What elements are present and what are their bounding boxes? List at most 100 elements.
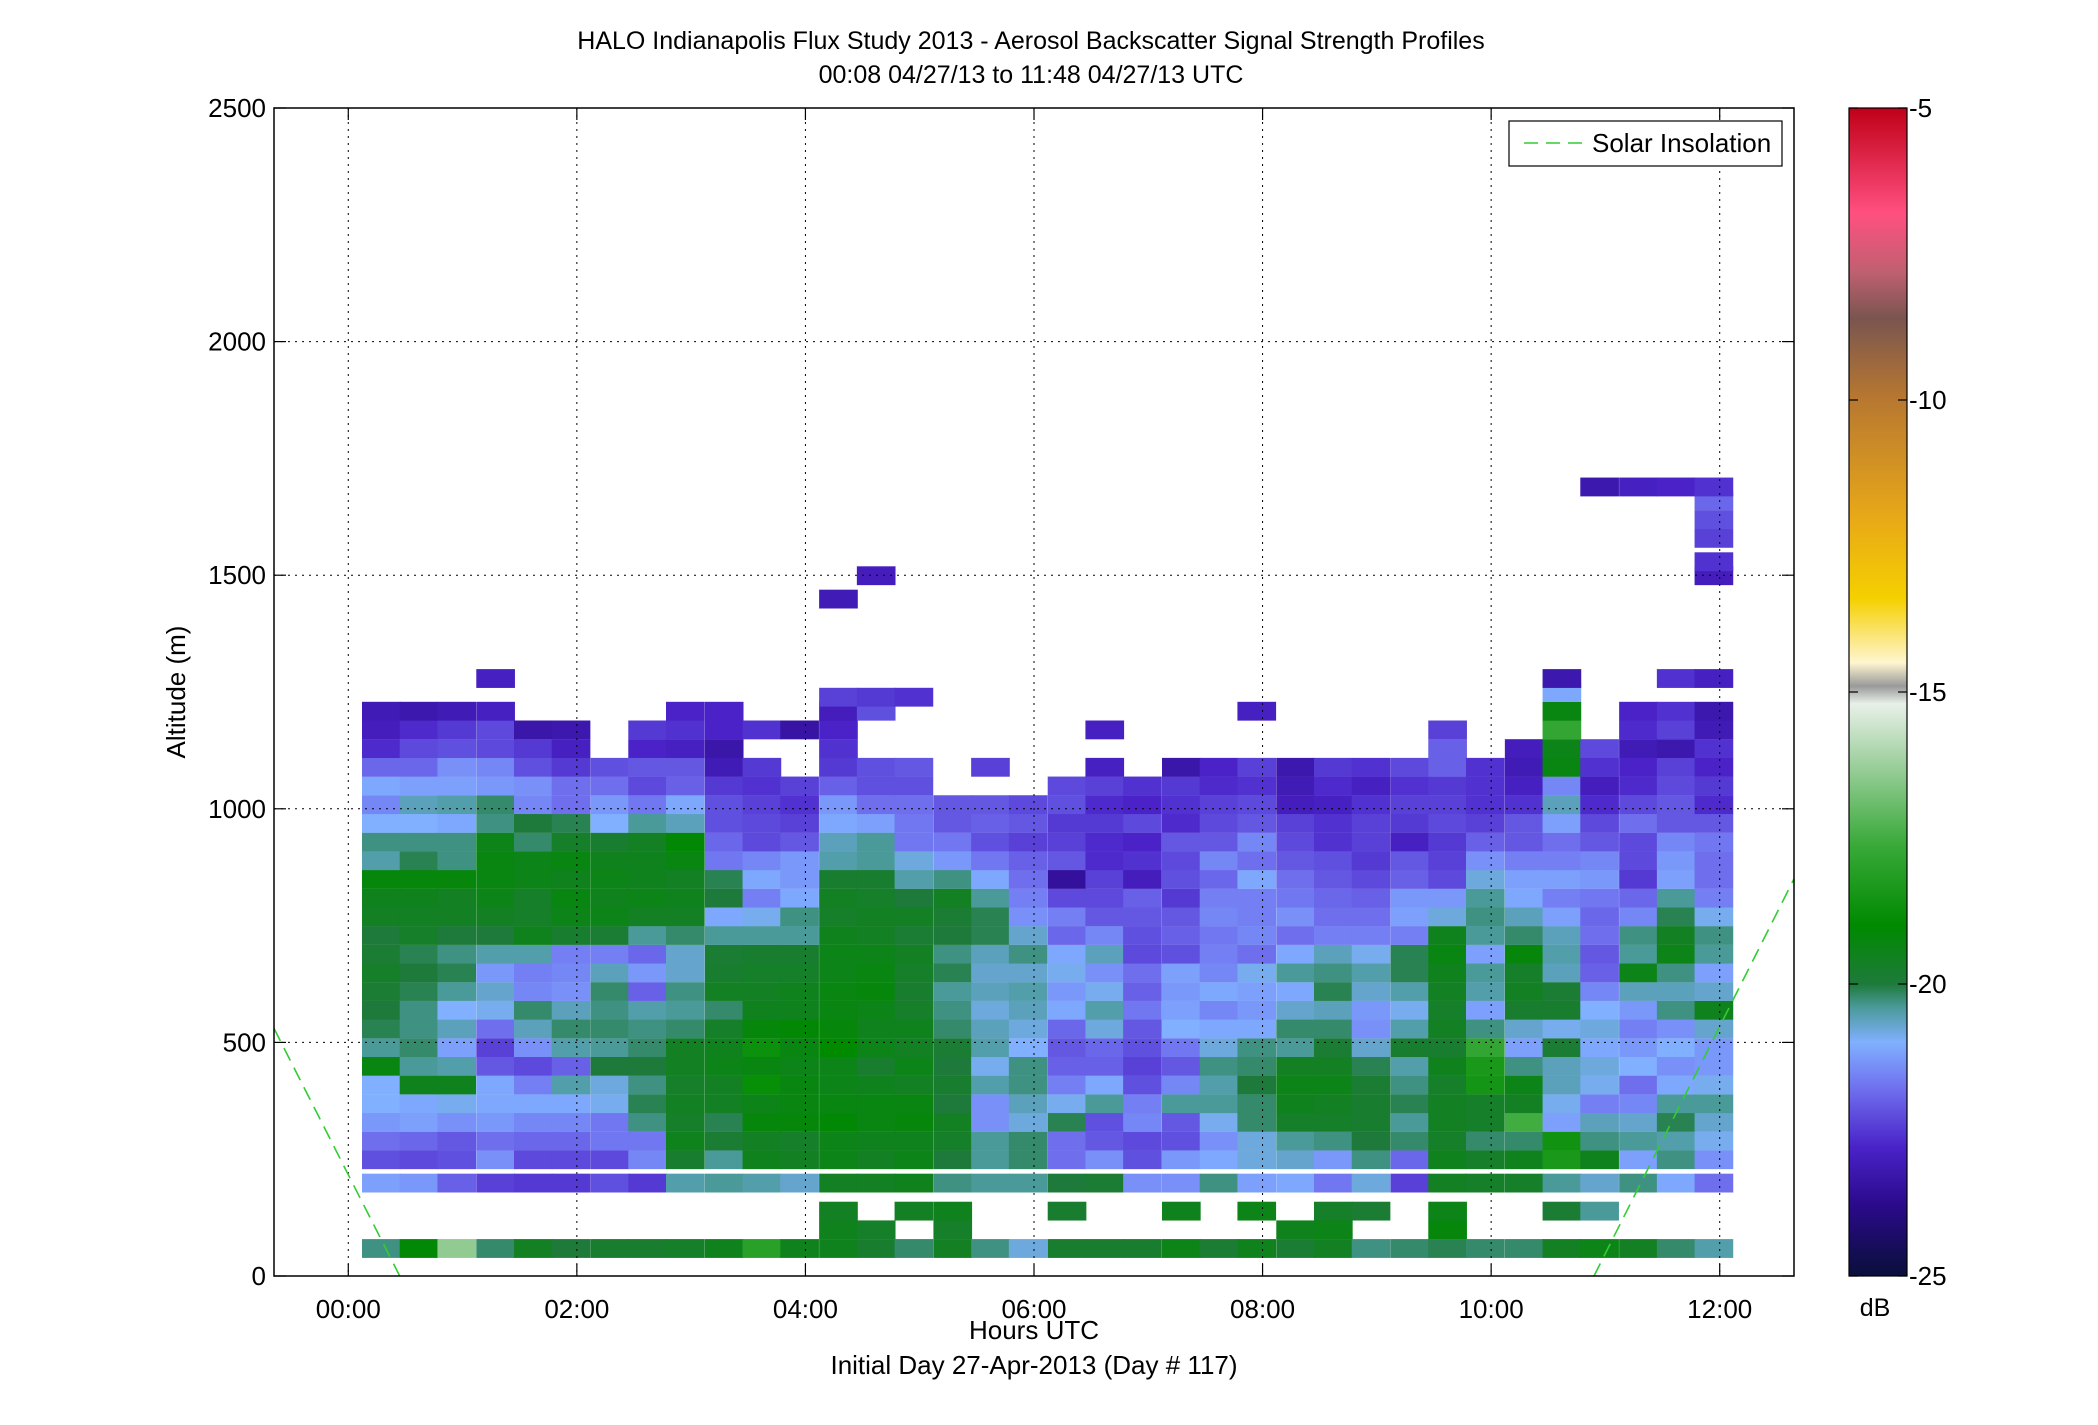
heatmap-cell [1237, 776, 1277, 796]
heatmap-cell [933, 813, 973, 833]
heatmap-cell [1694, 552, 1734, 572]
heatmap-cell [1656, 1038, 1696, 1058]
heatmap-cell [819, 1201, 858, 1221]
heatmap-cell [399, 907, 439, 927]
heatmap-cell [971, 1131, 1010, 1151]
heatmap-cell [1619, 813, 1658, 833]
colorbar-ticks: -25 -20 -15 -10 -5 [1849, 93, 1947, 1291]
heatmap-cell [704, 795, 744, 815]
heatmap-cell [1351, 832, 1391, 852]
heatmap-cell [1694, 528, 1734, 548]
heatmap-cell [1580, 870, 1619, 889]
heatmap-cell [1619, 832, 1658, 852]
heatmap-cell [819, 720, 858, 740]
heatmap-cell [590, 907, 630, 927]
heatmap-cell [856, 832, 896, 852]
heatmap-cell [819, 1094, 858, 1114]
heatmap-cell [1466, 813, 1505, 833]
heatmap-cell [1085, 851, 1125, 871]
heatmap-cell [666, 795, 705, 815]
heatmap-cell [1085, 1131, 1125, 1151]
heatmap-cell [1162, 776, 1201, 796]
heatmap-cell [1085, 776, 1125, 796]
heatmap-cell [1656, 1075, 1696, 1095]
heatmap-cell [590, 1038, 630, 1058]
heatmap-cell [514, 870, 553, 889]
heatmap-cell [1314, 851, 1353, 871]
heatmap-cell [399, 944, 439, 964]
heatmap-cell [437, 1038, 477, 1058]
heatmap-cell [399, 1173, 439, 1193]
heatmap-cell [437, 813, 477, 833]
heatmap-cell [894, 757, 934, 777]
heatmap-cell [1504, 1019, 1544, 1039]
heatmap-cell [1656, 757, 1696, 777]
heatmap-cell [551, 907, 591, 927]
heatmap-cell [514, 1038, 553, 1058]
heatmap-cell [1085, 813, 1125, 833]
heatmap-cell [362, 1150, 401, 1170]
heatmap-cell [437, 1019, 477, 1039]
heatmap-cell [933, 1094, 973, 1114]
heatmap-cell [399, 1112, 439, 1132]
heatmap-cell [590, 1112, 630, 1132]
heatmap-cell [1351, 944, 1391, 964]
heatmap-cell [514, 1173, 553, 1193]
heatmap-cell [742, 851, 782, 871]
heatmap-cell [1008, 1112, 1048, 1132]
heatmap-cell [399, 1056, 439, 1076]
heatmap-cell [1008, 888, 1048, 908]
heatmap-cell [1123, 944, 1162, 964]
heatmap-cell [1008, 832, 1048, 852]
heatmap-cell [1694, 1075, 1734, 1095]
heatmap-cell [1085, 795, 1125, 815]
heatmap-cell [1162, 795, 1201, 815]
heatmap-cell [1504, 851, 1544, 871]
heatmap-cell [551, 926, 591, 945]
heatmap-cell [476, 1131, 515, 1151]
heatmap-cell [742, 944, 782, 964]
heatmap-cell [1656, 1131, 1696, 1151]
heatmap-cell [1694, 477, 1734, 497]
heatmap-cell [1008, 1075, 1048, 1095]
heatmap-cell [780, 1075, 819, 1095]
heatmap-cell [1466, 757, 1505, 777]
heatmap-cell [1237, 944, 1277, 964]
heatmap-cell [551, 1131, 591, 1151]
heatmap-cell [742, 1150, 782, 1170]
heatmap-cell [742, 1056, 782, 1076]
heatmap-cell [704, 1056, 744, 1076]
heatmap-cell [1656, 907, 1696, 927]
heatmap-cell [1237, 1150, 1277, 1170]
heatmap-cell [1085, 1038, 1125, 1058]
heatmap-cell [1542, 739, 1582, 759]
heatmap-cell [1656, 477, 1696, 497]
heatmap-cell [742, 1173, 782, 1193]
heatmap-cell [1580, 1201, 1619, 1221]
heatmap-cell [819, 1150, 858, 1170]
heatmap-cell [628, 1173, 667, 1193]
heatmap-cell [399, 1239, 439, 1258]
heatmap-cell [1542, 1056, 1582, 1076]
heatmap-cell [362, 1075, 401, 1095]
heatmap-cell [628, 1000, 667, 1020]
heatmap-cell [1580, 963, 1619, 983]
heatmap-cell [1123, 907, 1162, 927]
heatmap-cell [856, 944, 896, 964]
heatmap-cell [1351, 870, 1391, 889]
heatmap-cell [1580, 832, 1619, 852]
heatmap-cell [590, 757, 630, 777]
heatmap-cell [819, 832, 858, 852]
heatmap-cell [742, 1239, 782, 1258]
heatmap-cell [819, 795, 858, 815]
heatmap-cell [1466, 795, 1505, 815]
heatmap-cell [437, 701, 477, 721]
heatmap-cell [1047, 870, 1087, 889]
heatmap-cell [399, 1019, 439, 1039]
heatmap-cell [1199, 982, 1239, 1001]
heatmap-cell [1199, 813, 1239, 833]
heatmap-cell [1123, 1150, 1162, 1170]
heatmap-cell [437, 720, 477, 740]
legend-solar-label: Solar Insolation [1592, 128, 1771, 158]
heatmap-cell [1199, 907, 1239, 927]
